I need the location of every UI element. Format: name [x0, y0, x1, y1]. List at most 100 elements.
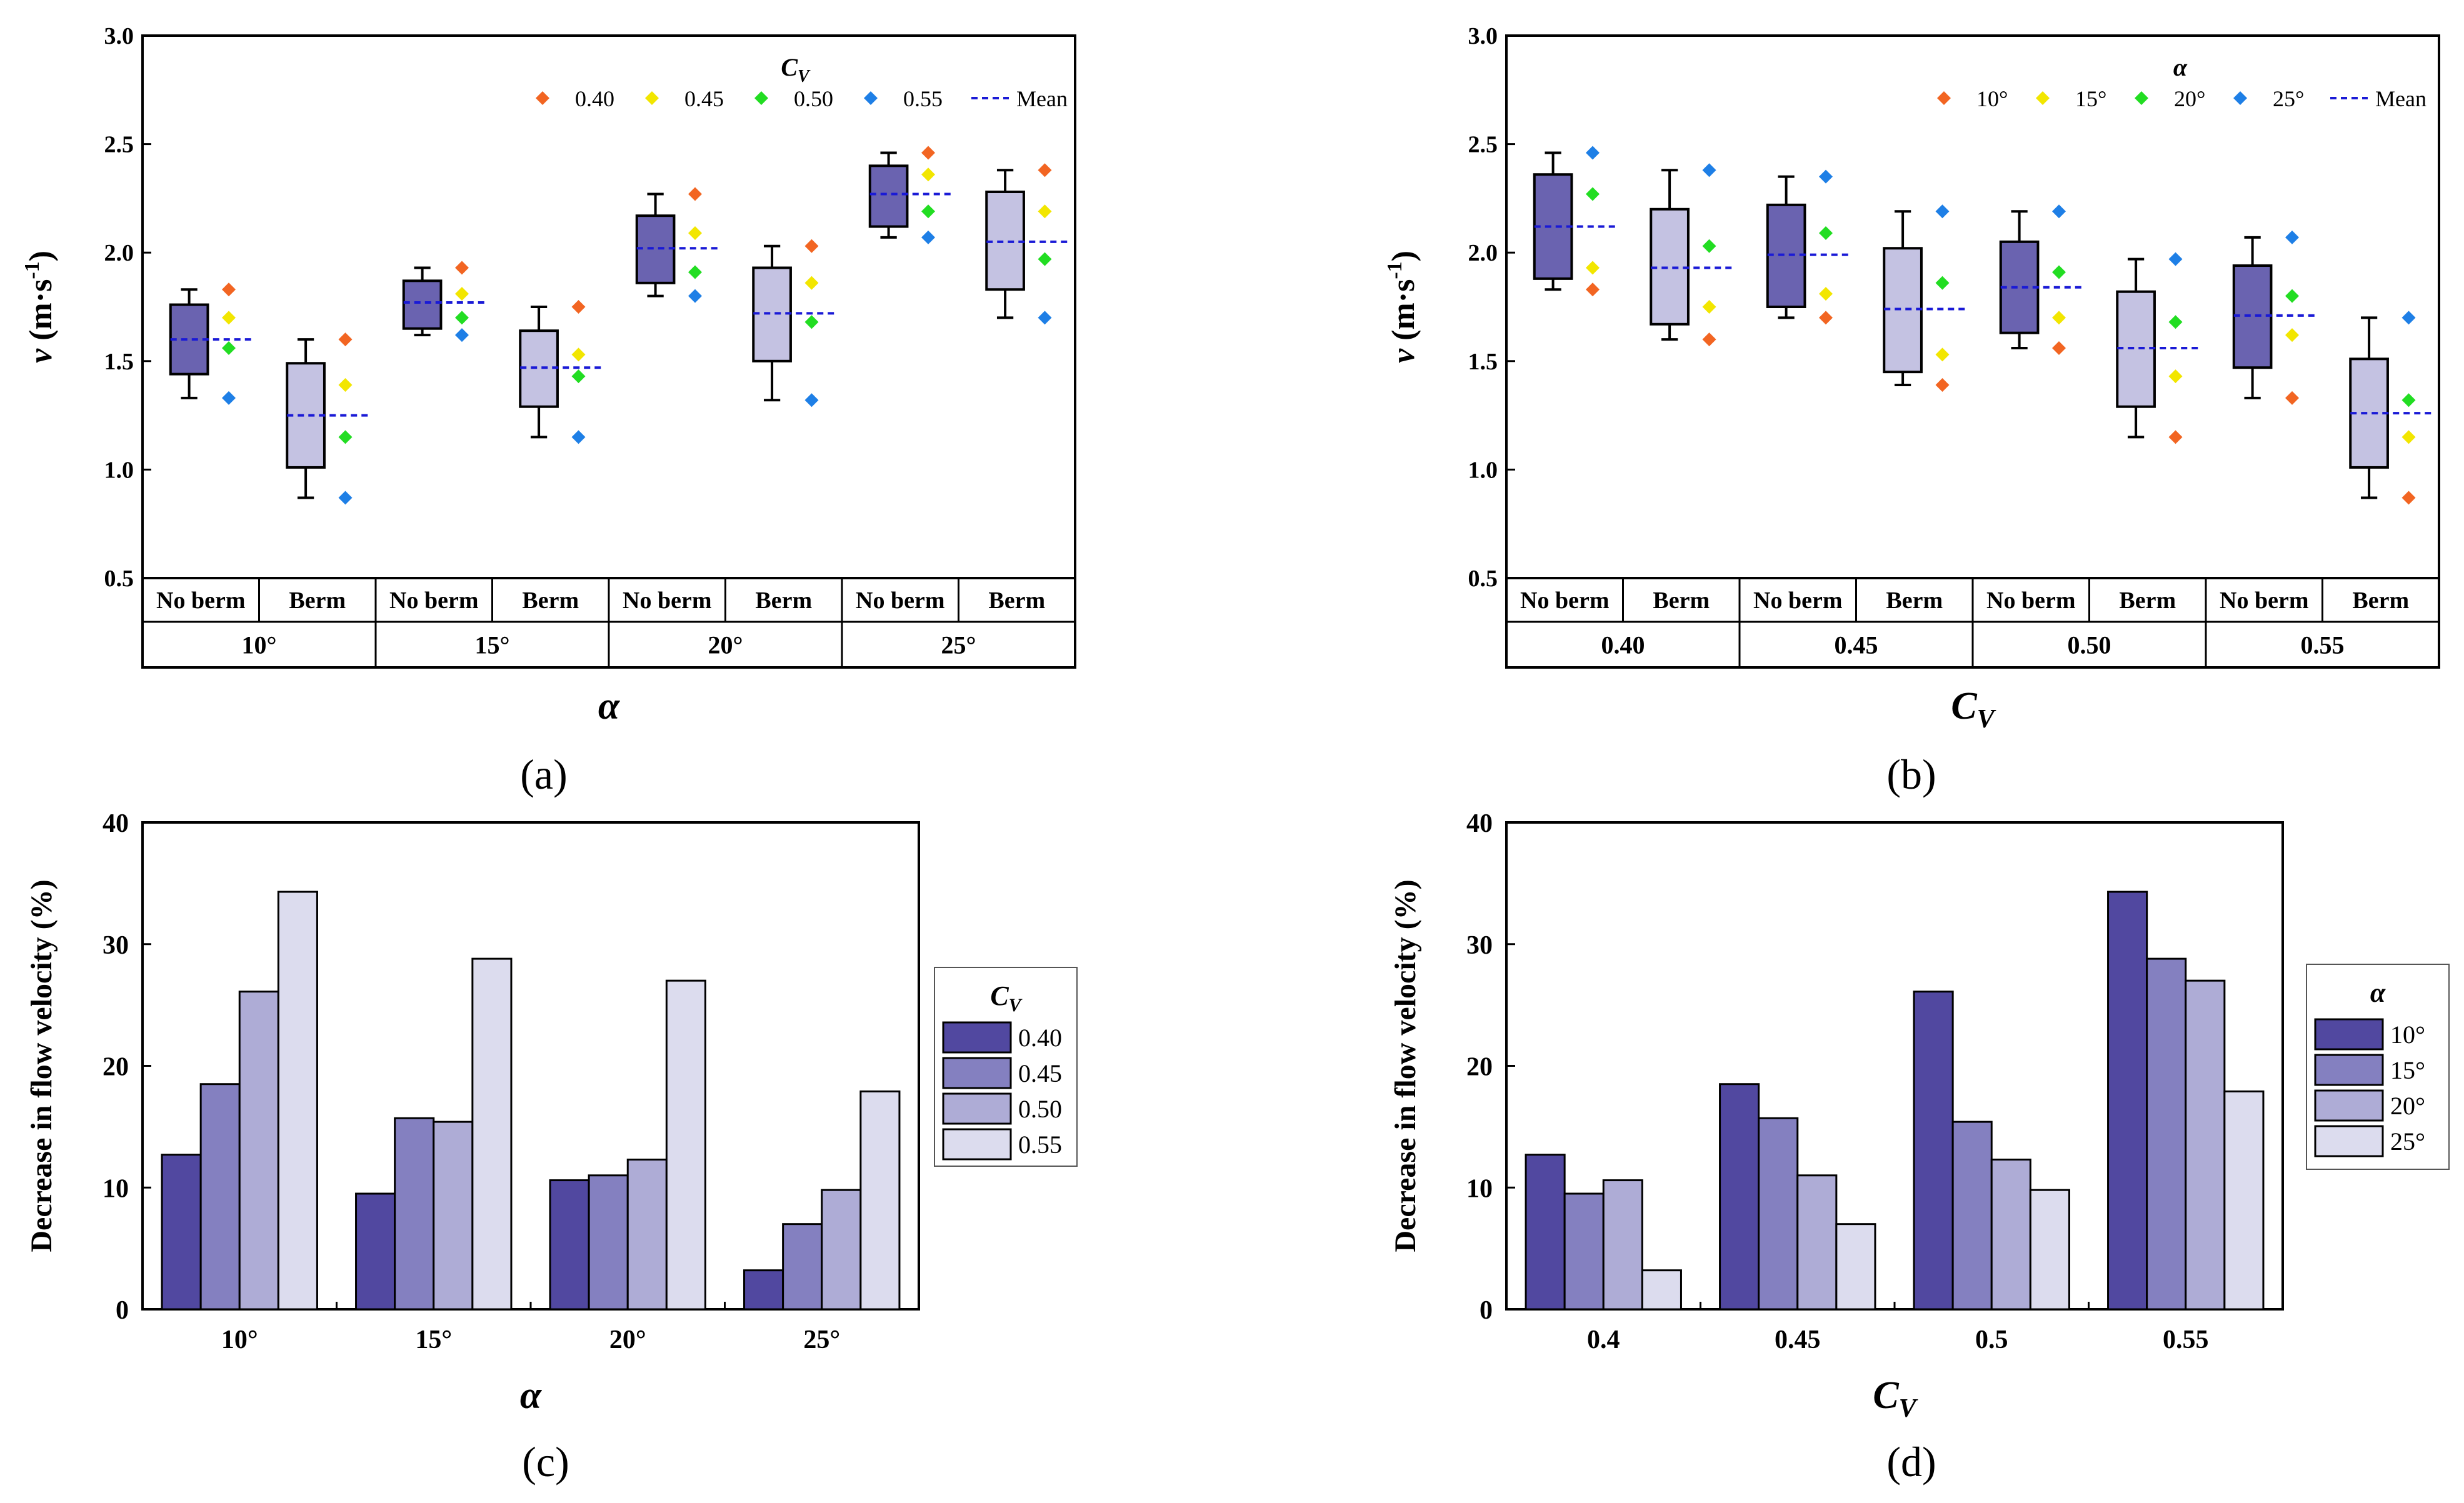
data-point — [921, 146, 936, 160]
legend-entry-label: 0.55 — [903, 86, 943, 111]
legend: α10° 15° 20° 25° — [2306, 964, 2450, 1170]
legend-entry-label: 0.45 — [684, 86, 724, 111]
legend-entry-label: 15° — [2075, 86, 2106, 111]
data-point — [2285, 328, 2300, 342]
data-point — [222, 311, 236, 325]
bar — [1563, 1192, 1605, 1311]
bar — [1525, 1154, 1566, 1311]
y-tick-label: 2.5 — [104, 132, 134, 158]
y-tick-label: 30 — [103, 931, 129, 960]
group-label: 15° — [475, 631, 510, 659]
legend: CV 0.40 0.45 0.50 0.55 — [934, 967, 1078, 1167]
data-point — [2401, 430, 2416, 444]
data-point — [804, 393, 819, 407]
x-tick-label: 0.45 — [1775, 1326, 1821, 1354]
plot-frame — [1505, 34, 2440, 669]
data-point — [571, 300, 586, 314]
bar — [821, 1189, 862, 1311]
box-0.55-No berm — [2232, 230, 2316, 405]
box-0.55-Berm — [2349, 311, 2433, 505]
box-15°-Berm — [519, 300, 603, 444]
y-tick-label: 10 — [103, 1174, 129, 1203]
box-25°-Berm — [985, 163, 1069, 325]
legend-entry-label: 15° — [2390, 1056, 2425, 1084]
data-point — [338, 332, 353, 347]
bar — [665, 979, 706, 1311]
plot-frame — [141, 34, 1076, 669]
x-axis-label: CV — [1951, 685, 1996, 734]
legend-marker — [754, 91, 768, 105]
legend-swatch — [2314, 1089, 2384, 1122]
y-tick-label: 40 — [103, 809, 129, 838]
data-point — [1702, 300, 1716, 314]
legend-mean-label: Mean — [2375, 86, 2426, 111]
subgroup-label: No berm — [156, 587, 245, 614]
bar — [277, 891, 318, 1311]
bar — [2223, 1090, 2265, 1311]
y-tick-label: 1.0 — [1468, 457, 1498, 483]
data-point — [2052, 204, 2066, 219]
data-point — [688, 289, 703, 303]
data-point — [222, 391, 236, 405]
x-tick-label: 20° — [609, 1326, 646, 1354]
data-point — [1586, 261, 1600, 275]
box-15°-No berm — [402, 261, 486, 342]
y-tick-label: 2.5 — [1468, 132, 1498, 158]
data-point — [804, 315, 819, 329]
data-point — [2401, 491, 2416, 505]
data-point — [1702, 332, 1716, 347]
subgroup-label: No berm — [623, 587, 711, 614]
subgroup-label: No berm — [2220, 587, 2308, 614]
data-point — [688, 187, 703, 201]
bar — [859, 1090, 901, 1311]
y-tick-label: 0.5 — [104, 566, 134, 592]
data-point — [2168, 369, 2183, 384]
bar — [743, 1269, 784, 1311]
data-point — [804, 239, 819, 253]
data-point — [2168, 430, 2183, 444]
bar — [782, 1223, 823, 1311]
box-0.40-No berm — [1533, 146, 1617, 297]
legend-title: α — [2173, 53, 2188, 81]
legend-swatch — [942, 1128, 1012, 1161]
legend-swatch — [2314, 1018, 2384, 1051]
subgroup-label: No berm — [1986, 587, 2075, 614]
bar — [2029, 1189, 2070, 1311]
data-point — [1935, 276, 1950, 290]
x-tick-label: 0.5 — [1975, 1326, 2008, 1354]
legend-swatch — [942, 1021, 1012, 1054]
bar — [238, 991, 279, 1311]
group-label: 0.40 — [1601, 631, 1645, 659]
legend-entry-label: 0.40 — [1018, 1024, 1062, 1052]
legend-entry-label: 0.55 — [1018, 1131, 1062, 1159]
subgroup-label: Berm — [988, 587, 1045, 614]
box-0.40-Berm — [1650, 163, 1733, 347]
group-label: 25° — [941, 631, 976, 659]
bar — [1951, 1121, 1993, 1311]
bar — [1913, 991, 1954, 1311]
y-tick-label: 1.5 — [1468, 349, 1498, 375]
legend-title: α — [2370, 977, 2386, 1008]
data-point — [921, 230, 936, 244]
box-0.45-Berm — [1883, 204, 1966, 392]
data-point — [338, 491, 353, 505]
data-point — [338, 377, 353, 392]
legend-entry-label: 20° — [2390, 1092, 2425, 1120]
bar — [2185, 979, 2226, 1311]
data-point — [1935, 204, 1950, 219]
legend-swatch — [942, 1057, 1012, 1089]
panel-label-a: (a) — [520, 751, 567, 798]
x-axis-label: α — [520, 1374, 543, 1417]
subgroup-label: Berm — [2119, 587, 2176, 614]
panel-label-c: (c) — [522, 1438, 569, 1486]
box-20°-No berm — [635, 187, 719, 303]
data-point — [2052, 265, 2066, 279]
box-iqr — [402, 279, 443, 330]
data-point — [222, 282, 236, 297]
legend-swatch — [942, 1092, 1012, 1125]
y-axis-label: v (m·s-1) — [1383, 251, 1421, 363]
legend-marker — [645, 91, 659, 105]
panel-label-b: (b) — [1886, 751, 1936, 798]
data-point — [921, 204, 936, 219]
